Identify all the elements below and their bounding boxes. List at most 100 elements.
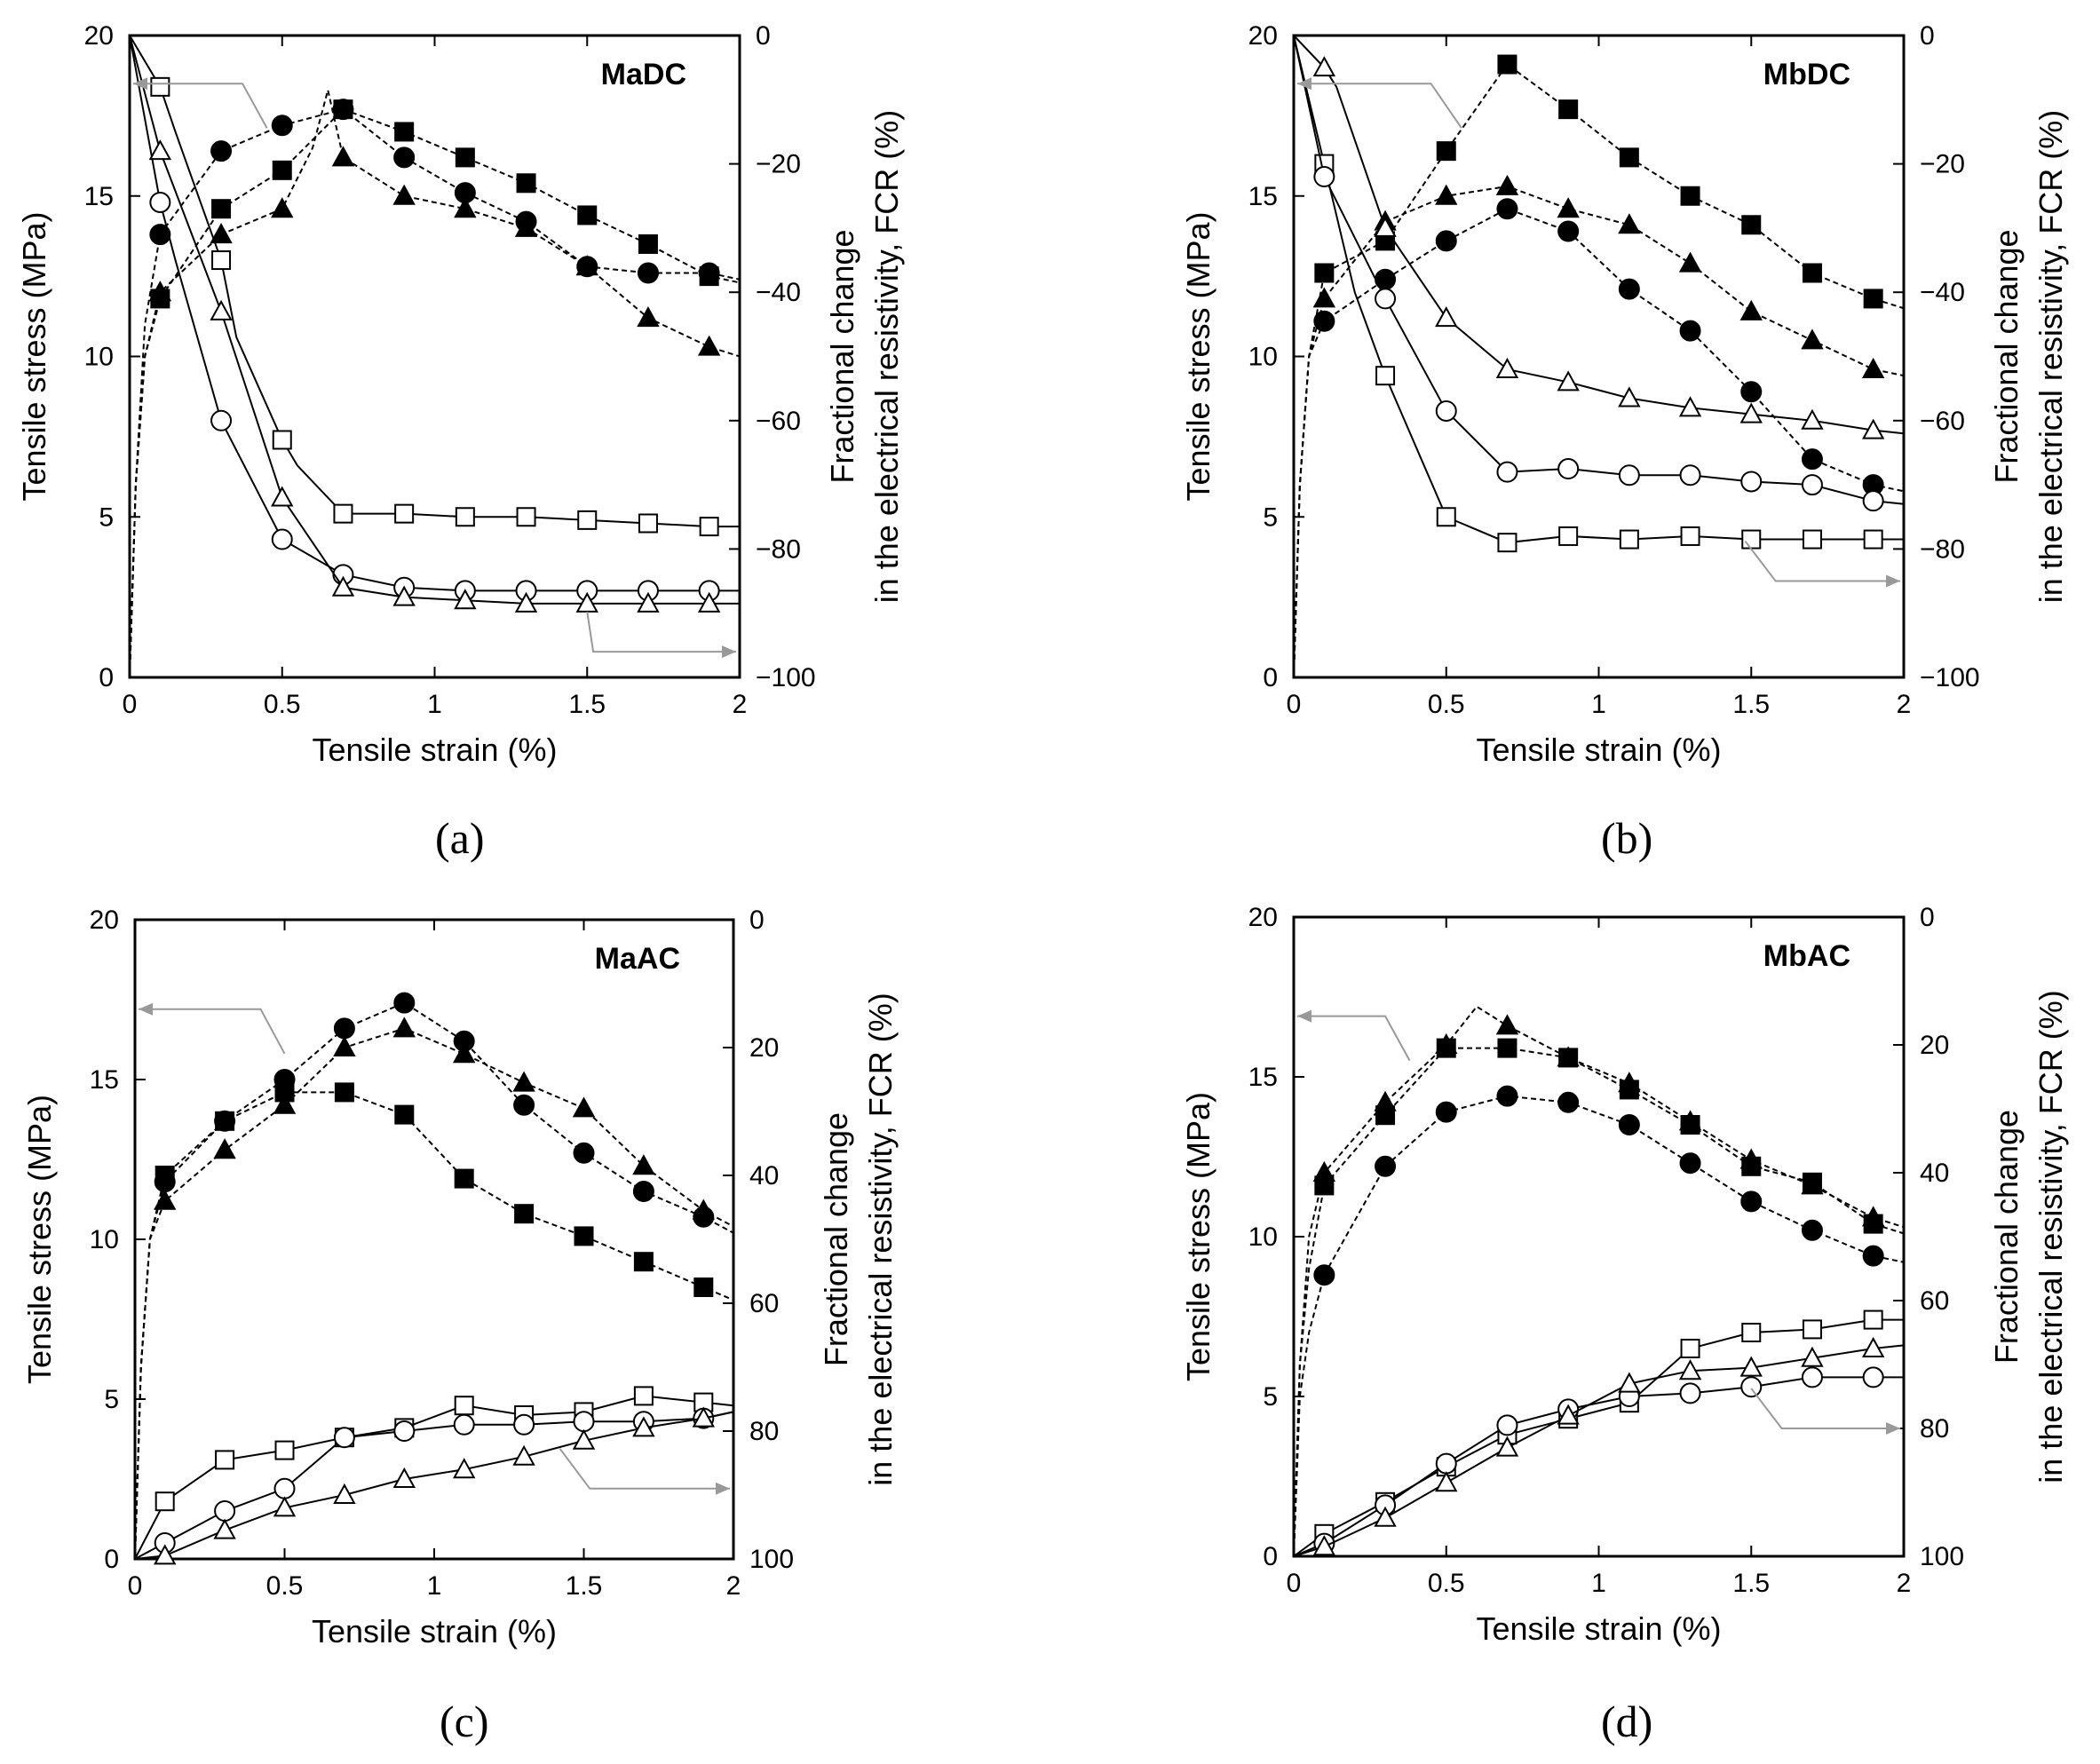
fcr-marker-circle xyxy=(1435,1452,1457,1475)
y2-tick-label: −80 xyxy=(756,534,801,564)
y-tick-label: 15 xyxy=(1248,182,1278,211)
x-tick-label: 0 xyxy=(1287,1569,1302,1598)
stress-line-square xyxy=(1293,1047,1905,1557)
fcr-marker-circle xyxy=(1740,1376,1763,1398)
y2-tick-label: −40 xyxy=(756,278,801,307)
stress-marker-triangle xyxy=(333,1035,356,1056)
y2-tick-label: 0 xyxy=(756,21,771,51)
fcr-marker-square xyxy=(455,507,475,527)
stress-marker-square xyxy=(1863,289,1883,309)
stress-marker-circle xyxy=(1679,1152,1701,1175)
stress-marker-triangle xyxy=(1312,287,1336,308)
fcr-marker-circle xyxy=(271,528,293,550)
fcr-axis-arrowhead xyxy=(722,645,736,659)
stress-marker-circle xyxy=(632,1181,654,1202)
fcr-marker-circle xyxy=(1679,1382,1701,1404)
fcr-marker-square xyxy=(1863,529,1883,550)
fcr-marker-triangle xyxy=(1618,386,1641,407)
fcr-marker-triangle xyxy=(1495,357,1519,378)
stress-marker-triangle xyxy=(632,1154,655,1175)
fcr-marker-triangle xyxy=(572,1428,596,1450)
fcr-marker-square xyxy=(516,507,536,527)
fcr-marker-circle xyxy=(1801,474,1823,496)
fcr-marker-triangle xyxy=(213,1518,236,1539)
fcr-marker-triangle xyxy=(1374,1506,1397,1527)
fcr-marker-triangle xyxy=(1312,1535,1336,1556)
fcr-marker-square xyxy=(333,503,353,524)
stress-marker-square xyxy=(514,1204,535,1224)
panel-c-caption: (c) xyxy=(440,1697,489,1746)
stress-marker-triangle xyxy=(572,1096,596,1118)
stress-marker-circle xyxy=(698,262,720,284)
y2-axis-label-line2: in the electrical resistivity, FCR (%) xyxy=(862,993,899,1485)
x-axis-label: Tensile strain (%) xyxy=(1476,732,1721,768)
y-tick-label: 20 xyxy=(90,906,119,935)
y-axis-label: Tensile stress (MPa) xyxy=(1180,211,1216,501)
fcr-marker-triangle xyxy=(1435,306,1458,328)
fcr-marker-triangle xyxy=(1495,1436,1519,1457)
stress-marker-circle xyxy=(1740,1191,1763,1213)
fcr-marker-triangle xyxy=(273,1496,297,1517)
fcr-marker-circle xyxy=(1618,464,1640,486)
stress-marker-circle xyxy=(333,1017,355,1040)
x-tick-label: 2 xyxy=(1897,690,1912,719)
fcr-marker-triangle xyxy=(1801,408,1824,430)
y-tick-label: 10 xyxy=(1248,343,1278,372)
stress-axis-arrowhead xyxy=(1297,1009,1312,1023)
stress-marker-circle xyxy=(210,140,233,162)
fcr-marker-circle xyxy=(1862,1366,1884,1388)
y-tick-label: 15 xyxy=(1248,1063,1278,1092)
y-tick-label: 5 xyxy=(104,1385,119,1414)
fcr-marker-square xyxy=(638,513,658,534)
fcr-marker-circle xyxy=(214,1500,236,1522)
fcr-marker-triangle xyxy=(392,1467,416,1488)
fcr-marker-square xyxy=(577,510,598,530)
fcr-marker-triangle xyxy=(697,591,721,613)
x-axis-label: Tensile strain (%) xyxy=(1476,1610,1721,1647)
y2-tick-label: 40 xyxy=(749,1161,779,1191)
x-tick-label: 1 xyxy=(1591,690,1606,719)
stress-marker-square xyxy=(1680,186,1700,206)
stress-line-circle xyxy=(1293,1095,1905,1557)
fcr-marker-triangle xyxy=(1861,1336,1885,1357)
stress-marker-circle xyxy=(1801,448,1823,471)
stress-marker-circle xyxy=(393,992,416,1014)
fcr-marker-square xyxy=(1741,529,1762,550)
fcr-marker-triangle xyxy=(453,1458,476,1479)
stress-marker-triangle xyxy=(1801,328,1824,350)
stress-marker-circle xyxy=(393,146,416,169)
y2-tick-label: −40 xyxy=(1920,278,1965,307)
stress-marker-circle xyxy=(1679,320,1701,342)
fcr-marker-circle xyxy=(1435,399,1457,422)
y-axis-label: Tensile stress (MPa) xyxy=(21,1095,58,1384)
fcr-marker-triangle xyxy=(333,1483,356,1504)
stress-marker-square xyxy=(1802,263,1822,283)
y2-tick-label: 60 xyxy=(749,1289,779,1318)
stress-marker-triangle xyxy=(1495,174,1519,195)
stress-marker-circle xyxy=(1496,1085,1518,1107)
stress-marker-triangle xyxy=(575,255,598,276)
x-axis-label: Tensile strain (%) xyxy=(312,1613,557,1649)
fcr-marker-square xyxy=(1619,529,1639,550)
fcr-marker-circle xyxy=(393,1420,416,1442)
stress-marker-circle xyxy=(513,1094,535,1116)
stress-axis-arrowhead xyxy=(1297,77,1312,91)
fcr-marker-circle xyxy=(573,1411,595,1433)
y2-axis-label-line1: Fractional change xyxy=(1988,229,2025,483)
x-tick-label: 0 xyxy=(1287,690,1302,719)
stress-marker-triangle xyxy=(637,306,660,328)
stress-marker-triangle xyxy=(697,335,721,356)
y2-tick-label: 40 xyxy=(1920,1159,1949,1188)
y-tick-label: 0 xyxy=(104,1545,119,1574)
stress-marker-circle xyxy=(1496,198,1518,220)
y2-axis-label-line1: Fractional change xyxy=(818,1112,854,1366)
fcr-axis-arrow xyxy=(559,1448,730,1490)
y-tick-label: 5 xyxy=(1263,1382,1278,1412)
x-tick-label: 1.5 xyxy=(1732,690,1770,719)
fcr-marker-triangle xyxy=(512,1444,535,1466)
stress-marker-triangle xyxy=(1861,1206,1885,1227)
y-axis-label: Tensile stress (MPa) xyxy=(16,211,52,501)
stress-marker-square xyxy=(1497,54,1518,75)
fcr-marker-triangle xyxy=(514,591,538,613)
